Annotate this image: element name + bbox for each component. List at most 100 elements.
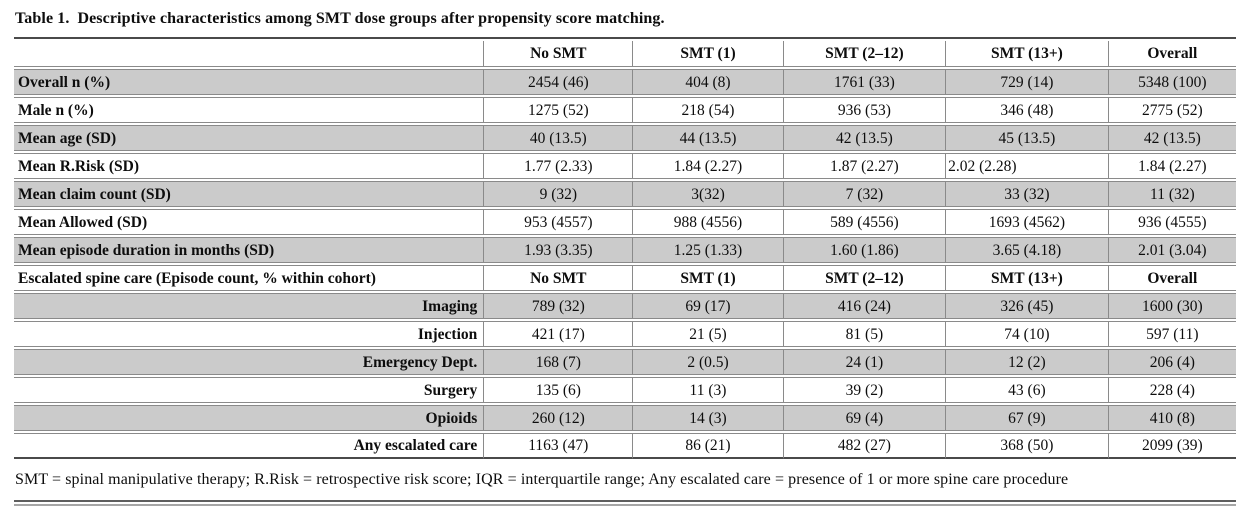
value-cell: 1.60 (1.86) xyxy=(782,237,946,263)
value-cell: 42 (13.5) xyxy=(1107,125,1236,151)
value-cell: 2099 (39) xyxy=(1107,433,1236,459)
value-cell: 24 (1) xyxy=(782,349,946,375)
title-rule xyxy=(14,37,1236,39)
value-cell: 936 (53) xyxy=(782,97,946,123)
value-cell: 45 (13.5) xyxy=(945,125,1108,151)
value-cell: 135 (6) xyxy=(483,377,633,403)
characteristics-table: No SMT SMT (1) SMT (2–12) SMT (13+) Overall … xyxy=(14,39,1236,461)
value-cell: 2454 (46) xyxy=(483,69,633,95)
subheader-row: Escalated spine care (Episode count, % w… xyxy=(14,265,1236,291)
table-row: Mean episode duration in months (SD) 1.93… xyxy=(14,237,1236,263)
value-cell: 368 (50) xyxy=(945,433,1108,459)
row-label-cell: Injection xyxy=(14,321,484,347)
value-cell: 11 (3) xyxy=(632,377,783,403)
row-label-cell: Mean age (SD) xyxy=(14,125,484,151)
table-body: Overall n (%) 2454 (46) 404 (8) 1761 (33) 72… xyxy=(14,69,1236,459)
value-cell: 67 (9) xyxy=(945,405,1108,431)
table-number: Table 1. xyxy=(15,10,70,27)
value-cell: 2.02 (2.28) xyxy=(945,153,1108,179)
value-cell: 1.77 (2.33) xyxy=(483,153,633,179)
value-cell: 1.93 (3.35) xyxy=(483,237,633,263)
value-cell: 482 (27) xyxy=(782,433,946,459)
value-cell: 597 (11) xyxy=(1107,321,1236,347)
bottom-double-rule xyxy=(14,500,1236,506)
header-spacer-cell xyxy=(14,41,484,67)
value-cell: 7 (32) xyxy=(782,181,946,207)
value-cell: 43 (6) xyxy=(945,377,1108,403)
value-cell: 5348 (100) xyxy=(1107,69,1236,95)
column-header: SMT (13+) xyxy=(945,265,1108,291)
value-cell: 410 (8) xyxy=(1107,405,1236,431)
value-cell: 1.84 (2.27) xyxy=(632,153,783,179)
column-header: No SMT xyxy=(483,265,633,291)
table-row: Surgery 135 (6) 11 (3) 39 (2) 43 (6) 228 (4) xyxy=(14,377,1236,403)
table-row: Opioids 260 (12) 14 (3) 69 (4) 67 (9) 410 (8) xyxy=(14,405,1236,431)
value-cell: 3.65 (4.18) xyxy=(945,237,1108,263)
value-cell: 2775 (52) xyxy=(1107,97,1236,123)
value-cell: 326 (45) xyxy=(945,293,1108,319)
value-cell: 936 (4555) xyxy=(1107,209,1236,235)
column-header: SMT (13+) xyxy=(945,41,1108,67)
value-cell: 9 (32) xyxy=(483,181,633,207)
value-cell: 21 (5) xyxy=(632,321,783,347)
table-row: Mean claim count (SD) 9 (32) 3(32) 7 (32) 33… xyxy=(14,181,1236,207)
header-row: No SMT SMT (1) SMT (2–12) SMT (13+) Overall xyxy=(14,41,1236,67)
value-cell: 988 (4556) xyxy=(632,209,783,235)
value-cell: 12 (2) xyxy=(945,349,1108,375)
table-header: No SMT SMT (1) SMT (2–12) SMT (13+) Overall xyxy=(14,41,1236,67)
value-cell: 729 (14) xyxy=(945,69,1108,95)
row-label-cell: Mean claim count (SD) xyxy=(14,181,484,207)
column-header: No SMT xyxy=(483,41,633,67)
column-header: SMT (2–12) xyxy=(782,41,946,67)
table-footnote: SMT = spinal manipulative therapy; R.Ris… xyxy=(15,471,1069,488)
value-cell: 1693 (4562) xyxy=(945,209,1108,235)
column-header: SMT (2–12) xyxy=(782,265,946,291)
value-cell: 1163 (47) xyxy=(483,433,633,459)
value-cell: 69 (17) xyxy=(632,293,783,319)
row-label-cell: Male n (%) xyxy=(14,97,484,123)
value-cell: 789 (32) xyxy=(483,293,633,319)
value-cell: 3(32) xyxy=(632,181,783,207)
value-cell: 421 (17) xyxy=(483,321,633,347)
table-figure: Table 1. Descriptive characteristics amon… xyxy=(14,7,1236,506)
column-header: Overall xyxy=(1107,41,1236,67)
value-cell: 42 (13.5) xyxy=(782,125,946,151)
value-cell: 1275 (52) xyxy=(483,97,633,123)
value-cell: 2.01 (3.04) xyxy=(1107,237,1236,263)
value-cell: 33 (32) xyxy=(945,181,1108,207)
table-row: Imaging 789 (32) 69 (17) 416 (24) 326 (45) 16… xyxy=(14,293,1236,319)
row-label-cell: Mean Allowed (SD) xyxy=(14,209,484,235)
value-cell: 1600 (30) xyxy=(1107,293,1236,319)
table-row: Male n (%) 1275 (52) 218 (54) 936 (53) 346 (… xyxy=(14,97,1236,123)
value-cell: 1.84 (2.27) xyxy=(1107,153,1236,179)
value-cell: 1.87 (2.27) xyxy=(782,153,946,179)
row-label-cell: Mean R.Risk (SD) xyxy=(14,153,484,179)
row-label-cell: Overall n (%) xyxy=(14,69,484,95)
value-cell: 11 (32) xyxy=(1107,181,1236,207)
subheader-label-cell: Escalated spine care (Episode count, % w… xyxy=(14,265,484,291)
table-title: Table 1. Descriptive characteristics amon… xyxy=(14,7,1236,37)
table-caption: Descriptive characteristics among SMT do… xyxy=(77,10,665,27)
value-cell: 953 (4557) xyxy=(483,209,633,235)
value-cell: 40 (13.5) xyxy=(483,125,633,151)
table-row: Injection 421 (17) 21 (5) 81 (5) 74 (10) 597 … xyxy=(14,321,1236,347)
value-cell: 228 (4) xyxy=(1107,377,1236,403)
value-cell: 260 (12) xyxy=(483,405,633,431)
table-row: Emergency Dept. 168 (7) 2 (0.5) 24 (1) 12 (2… xyxy=(14,349,1236,375)
value-cell: 1761 (33) xyxy=(782,69,946,95)
table-row: Mean Allowed (SD) 953 (4557) 988 (4556) 589… xyxy=(14,209,1236,235)
value-cell: 1.25 (1.33) xyxy=(632,237,783,263)
value-cell: 81 (5) xyxy=(782,321,946,347)
value-cell: 416 (24) xyxy=(782,293,946,319)
column-header: SMT (1) xyxy=(632,265,783,291)
value-cell: 218 (54) xyxy=(632,97,783,123)
row-label-cell: Any escalated care xyxy=(14,433,484,459)
value-cell: 346 (48) xyxy=(945,97,1108,123)
column-header: Overall xyxy=(1107,265,1236,291)
row-label-cell: Imaging xyxy=(14,293,484,319)
value-cell: 14 (3) xyxy=(632,405,783,431)
row-label-cell: Opioids xyxy=(14,405,484,431)
value-cell: 206 (4) xyxy=(1107,349,1236,375)
value-cell: 44 (13.5) xyxy=(632,125,783,151)
value-cell: 69 (4) xyxy=(782,405,946,431)
